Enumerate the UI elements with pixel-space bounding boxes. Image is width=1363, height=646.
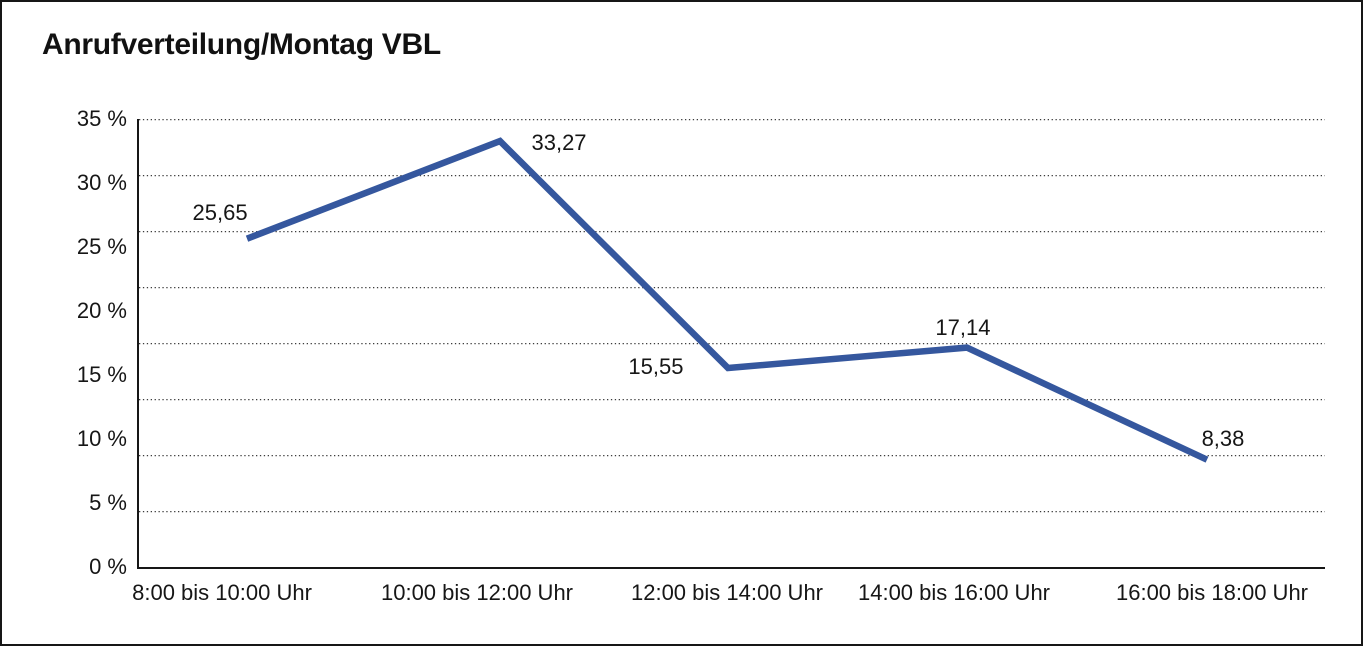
chart-title: Anrufverteilung/Montag VBL [42, 28, 441, 61]
data-point-label: 33,27 [531, 130, 587, 156]
data-point-label: 25,65 [192, 199, 248, 225]
x-category-label: 16:00 bis 18:00 Uhr [1115, 580, 1309, 605]
data-point-label: 17,14 [935, 314, 991, 340]
x-category-label: 8:00 bis 10:00 Uhr [132, 580, 312, 605]
data-series-line [245, 137, 1209, 463]
y-tick-label: 0 % [89, 554, 127, 579]
y-tick-label: 20 % [76, 298, 127, 323]
y-tick-label: 10 % [76, 426, 127, 451]
y-tick-label: 35 % [76, 106, 127, 131]
plot-area [137, 119, 1325, 569]
y-tick-label: 15 % [76, 362, 127, 387]
x-category-label: 10:00 bis 12:00 Uhr [380, 580, 574, 605]
y-tick-label: 25 % [76, 234, 127, 259]
x-category-label: 12:00 bis 14:00 Uhr [630, 580, 824, 605]
data-point-label: 8,38 [1201, 425, 1245, 451]
y-tick-label: 30 % [76, 170, 127, 195]
x-category-label: 14:00 bis 16:00 Uhr [857, 580, 1051, 605]
line-chart-svg [139, 119, 1325, 513]
data-point-label: 15,55 [628, 353, 684, 379]
y-tick-label: 5 % [89, 490, 127, 515]
